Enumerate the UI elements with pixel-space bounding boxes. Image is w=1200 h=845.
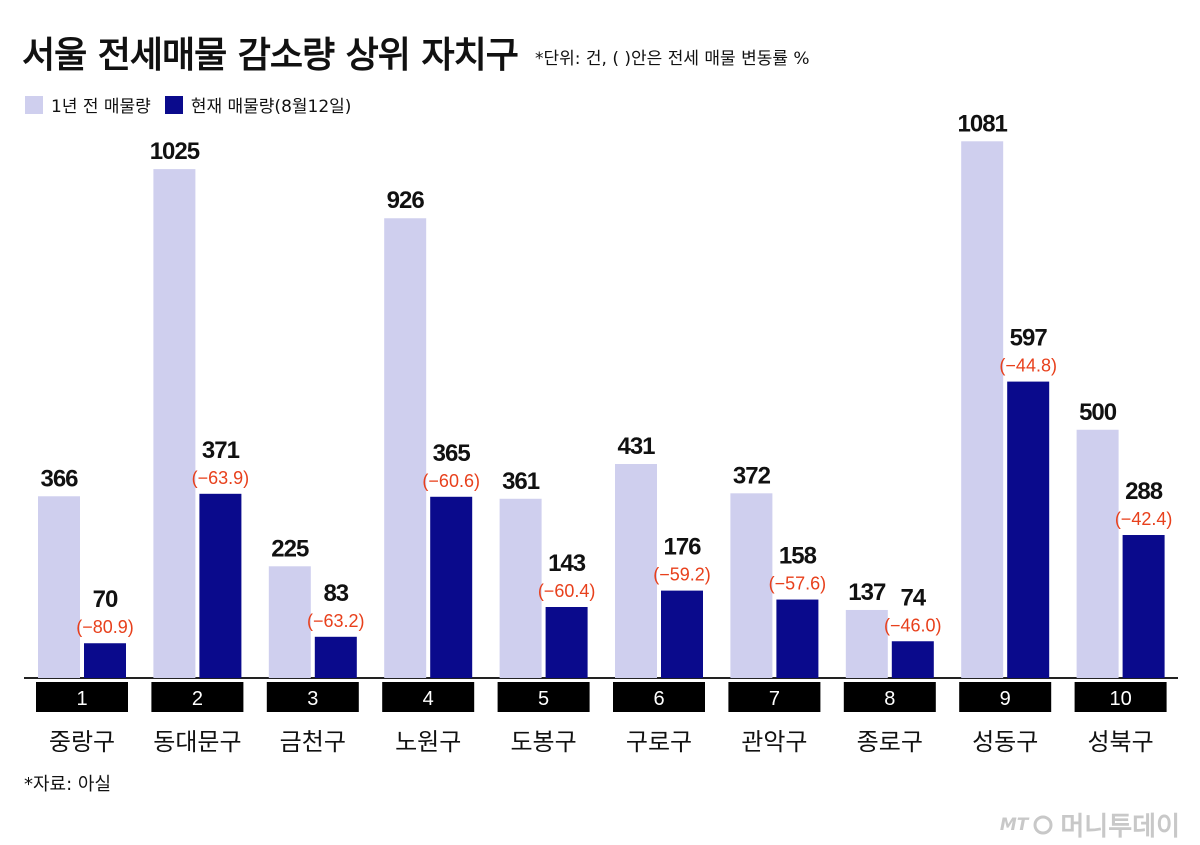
change-label: (−59.2) [653,565,711,585]
logo-name: 머니투데이 [1060,812,1180,842]
logo-swoosh-icon [1033,815,1053,834]
rank-box [151,682,244,712]
rank-label: 1 [76,688,87,710]
rank-box [1074,682,1167,712]
rank-box [728,682,821,712]
change-label: (−60.4) [538,581,596,601]
rank-box [613,682,705,712]
value-label-current: 83 [323,580,348,607]
bar-current [661,590,703,678]
bar-current [199,493,242,678]
value-label-last-year: 1025 [150,138,200,165]
rank-label: 10 [1109,688,1131,710]
value-label-last-year: 361 [502,468,540,495]
rank-box [382,682,475,712]
bar-current [891,641,934,678]
value-label-last-year: 431 [617,433,655,460]
value-label-last-year: 225 [271,535,309,562]
category-label: 관악구 [741,728,807,756]
value-label-current: 597 [1010,325,1048,352]
rank-label: 2 [192,688,203,710]
value-label-current: 70 [93,586,118,613]
logo-mark: MT [999,814,1029,835]
value-label-current: 365 [433,440,471,467]
change-label: (−46.0) [884,615,942,635]
rank-label: 8 [884,688,895,710]
value-label-current: 74 [900,584,926,611]
legend-swatch-last-year [25,95,43,114]
bar-last-year [845,609,888,678]
legend-item-current: 현재 매물량(8월12일) [164,92,352,117]
rank-label: 4 [423,688,434,710]
category-label: 종로구 [857,728,923,756]
bar-current [1122,535,1165,678]
category-label: 중랑구 [49,728,115,756]
source-note: *자료: 아실 [24,774,112,795]
value-label-current: 158 [779,543,817,570]
change-label: (−63.9) [192,468,250,488]
change-label: (−63.2) [307,611,365,631]
legend: 1년 전 매물량 현재 매물량(8월12일) [25,92,365,117]
category-label: 동대문구 [153,728,241,756]
unit-note: *단위: 건, ( )안은 전세 매물 변동률 % [535,49,810,69]
rank-label: 9 [1000,688,1011,710]
value-label-last-year: 1081 [958,110,1008,137]
bar-current [314,636,357,678]
bar-current [1007,381,1050,678]
value-label-current: 143 [548,550,586,577]
legend-label-last-year: 1년 전 매물량 [51,97,151,117]
bar-last-year [153,169,196,678]
value-label-current: 288 [1125,478,1163,505]
category-label: 성동구 [972,728,1038,756]
rank-label: 7 [769,688,780,710]
change-label: (−60.6) [422,471,480,491]
category-label: 금천구 [280,728,346,756]
change-label: (−57.6) [769,574,827,594]
change-label: (−44.8) [999,356,1057,376]
category-label: 노원구 [395,728,461,756]
legend-item-last-year: 1년 전 매물량 [25,92,151,117]
category-label: 성북구 [1087,728,1153,756]
rank-label: 6 [653,688,664,710]
bar-last-year [1076,429,1119,678]
rank-box [497,682,590,712]
rank-box [36,682,128,712]
rank-box [959,682,1052,712]
bar-current [545,607,588,678]
value-label-last-year: 500 [1079,399,1117,426]
bar-current [84,643,126,678]
value-label-last-year: 372 [733,462,771,489]
bar-last-year [38,496,80,678]
value-label-current: 371 [202,437,240,464]
rank-box [843,682,936,712]
category-label: 도봉구 [510,728,576,756]
change-label: (−80.9) [76,617,134,637]
chart-title: 서울 전세매물 감소량 상위 자치구 [22,35,519,76]
change-label: (−42.4) [1115,509,1173,529]
legend-label-current: 현재 매물량(8월12일) [190,97,352,117]
bar-last-year [268,566,311,678]
value-label-last-year: 926 [387,187,425,214]
legend-swatch-current [164,95,183,114]
bar-current [430,496,473,678]
bar-last-year [961,141,1004,679]
rank-box [266,682,359,712]
value-label-last-year: 137 [848,579,886,606]
category-label: 구로구 [626,728,692,756]
bar-last-year [384,218,427,678]
rank-label: 5 [538,688,549,710]
bar-last-year [615,464,657,678]
rank-label: 3 [307,688,318,710]
value-label-current: 176 [663,534,701,561]
value-label-last-year: 366 [40,465,78,492]
bar-current [776,599,819,678]
publisher-logo: MT 머니투데이 [1000,806,1180,843]
bar-last-year [730,493,773,678]
bar-last-year [499,498,542,678]
